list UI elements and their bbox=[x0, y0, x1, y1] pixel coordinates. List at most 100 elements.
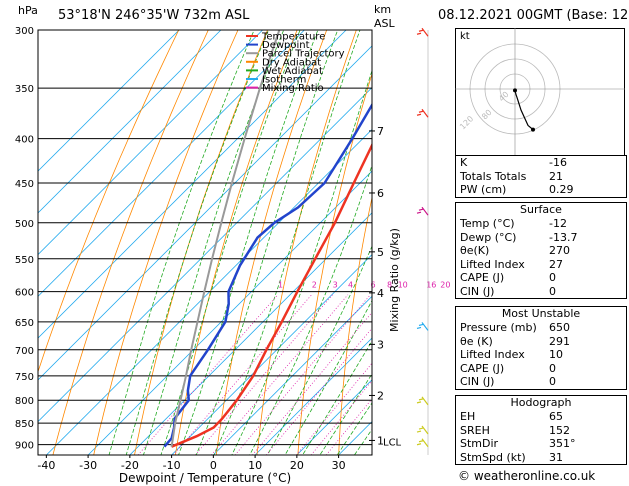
legend-entry: Isotherm bbox=[262, 75, 306, 86]
hodograph-stats-panel: Hodograph EH 65 SREH 152 StmDir 351° StmSpd (k… bbox=[455, 395, 627, 465]
hodostat-row: StmSpd (kt) 31 bbox=[456, 451, 626, 465]
km-tick-label: 5 bbox=[377, 246, 384, 259]
hpa-label: hPa bbox=[18, 4, 38, 17]
temperature-tick-label: -10 bbox=[163, 459, 181, 472]
lcl-label: LCL bbox=[383, 438, 402, 449]
mixing-ratio-label: 20 bbox=[440, 281, 450, 290]
dry-adiabat-line bbox=[38, 30, 180, 373]
unstable-key: CIN (J) bbox=[460, 375, 495, 388]
index-row: PW (cm) 0.29 bbox=[456, 183, 626, 197]
pressure-tick-label: 350 bbox=[15, 84, 34, 95]
km-tick-label: 1 bbox=[377, 434, 384, 447]
isotherm-line bbox=[87, 170, 372, 455]
pressure-tick-label: 750 bbox=[15, 372, 34, 383]
mixing-ratio-line bbox=[234, 294, 371, 455]
wind-barb bbox=[416, 396, 429, 406]
temperature-tick-label: 0 bbox=[210, 459, 217, 472]
mixing-ratio-label: 6 bbox=[371, 281, 376, 290]
surface-key: CIN (J) bbox=[460, 284, 495, 298]
location-title: 53°18'N 246°35'W 732m ASL bbox=[58, 8, 250, 23]
unstable-value: 0 bbox=[549, 375, 556, 388]
hodograph-line bbox=[514, 90, 534, 131]
mixing-ratio-line bbox=[252, 311, 372, 455]
pressure-tick-label: 650 bbox=[15, 318, 34, 329]
unstable-key: Pressure (mb) bbox=[460, 321, 537, 334]
hodostat-key: EH bbox=[460, 410, 476, 423]
dry-adiabat-line bbox=[215, 30, 328, 455]
legend-entry: Parcel Trajectory bbox=[262, 49, 345, 60]
pressure-tick-label: 600 bbox=[15, 288, 34, 299]
wind-barb bbox=[416, 425, 429, 435]
surface-title: Surface bbox=[520, 203, 562, 216]
isotherm-line bbox=[213, 295, 372, 455]
dry-adiabat-line bbox=[256, 30, 357, 455]
copyright-text: © weatheronline.co.uk bbox=[458, 469, 596, 483]
dry-adiabat-line bbox=[134, 30, 268, 455]
wet-adiabat-line bbox=[266, 245, 372, 455]
dry-adiabat-line bbox=[175, 30, 298, 455]
km-tick-label: 3 bbox=[377, 338, 384, 351]
mixing-ratio-line bbox=[194, 294, 333, 455]
mixing-ratio-label: 8 bbox=[387, 281, 392, 290]
legend-entry: Temperature bbox=[261, 32, 325, 43]
index-key: K bbox=[460, 156, 468, 169]
mixing-ratio-axis-label: Mixing Ratio (g/kg) bbox=[388, 228, 401, 332]
pressure-tick-label: 450 bbox=[15, 179, 34, 190]
index-value: 21 bbox=[549, 169, 563, 183]
km-tick-label: 2 bbox=[377, 389, 384, 402]
unstable-value: 650 bbox=[549, 321, 570, 334]
legend-entry: Wet Adiabat bbox=[262, 66, 323, 77]
wet-adiabat-line bbox=[195, 30, 339, 455]
isotherm-line bbox=[129, 212, 372, 455]
unstable-value: 0 bbox=[549, 361, 556, 375]
isotherm-line bbox=[296, 379, 372, 455]
temperature-tick-label: -20 bbox=[121, 459, 139, 472]
unstable-value: 291 bbox=[549, 334, 570, 348]
surface-row: CAPE (J) 0 bbox=[456, 271, 626, 285]
mixing-ratio-label: 4 bbox=[348, 281, 353, 290]
mixing-ratio-line bbox=[310, 380, 372, 455]
surface-row: Temp (°C) -12 bbox=[456, 217, 626, 231]
surface-key: Dewp (°C) bbox=[460, 230, 517, 244]
wet-adiabat-line bbox=[178, 30, 319, 455]
wind-barb bbox=[416, 322, 429, 331]
mixing-ratio-label: 16 bbox=[426, 281, 436, 290]
km-tick-label: 6 bbox=[377, 187, 384, 200]
unstable-row: θe (K) 291 bbox=[456, 335, 626, 349]
wind-barb bbox=[416, 206, 429, 216]
most-unstable-title: Most Unstable bbox=[501, 307, 581, 320]
km-label: km bbox=[374, 3, 392, 16]
pressure-tick-label: 900 bbox=[15, 441, 34, 452]
wet-adiabat-line bbox=[336, 402, 372, 455]
pressure-tick-label: 500 bbox=[15, 219, 34, 230]
surface-key: Lifted Index bbox=[460, 257, 525, 271]
pressure-tick-label: 400 bbox=[15, 135, 34, 146]
surface-row: Lifted Index 27 bbox=[456, 258, 626, 272]
isotherm-line bbox=[38, 30, 180, 172]
hodograph-unit-label: kt bbox=[460, 31, 470, 42]
wet-adiabat-line bbox=[231, 69, 372, 455]
hodograph-start bbox=[513, 88, 517, 93]
hodostat-key: StmDir bbox=[460, 437, 499, 450]
wet-adiabat-line bbox=[353, 428, 372, 455]
surface-row: Dewp (°C) -13.7 bbox=[456, 231, 626, 245]
index-value: -16 bbox=[549, 156, 567, 169]
hodostat-row: EH 65 bbox=[456, 410, 626, 424]
pressure-tick-label: 300 bbox=[15, 26, 34, 37]
unstable-key: CAPE (J) bbox=[460, 361, 505, 375]
hodostat-key: SREH bbox=[460, 423, 490, 437]
hodostat-value: 152 bbox=[549, 423, 570, 437]
dry-adiabat-line bbox=[338, 195, 372, 455]
mixing-ratio-label: 10 bbox=[398, 281, 408, 290]
hodostat-row: SREH 152 bbox=[456, 424, 626, 438]
wet-adiabat-line bbox=[302, 340, 372, 455]
hodostat-key: StmSpd (kt) bbox=[460, 450, 526, 464]
mixing-ratio-label: 3 bbox=[333, 281, 338, 290]
hodostat-value: 351° bbox=[549, 437, 576, 450]
temperature-tick-label: -40 bbox=[37, 459, 55, 472]
wind-barb bbox=[416, 27, 429, 37]
wind-barb bbox=[416, 108, 429, 118]
index-row: K -16 bbox=[456, 156, 626, 170]
